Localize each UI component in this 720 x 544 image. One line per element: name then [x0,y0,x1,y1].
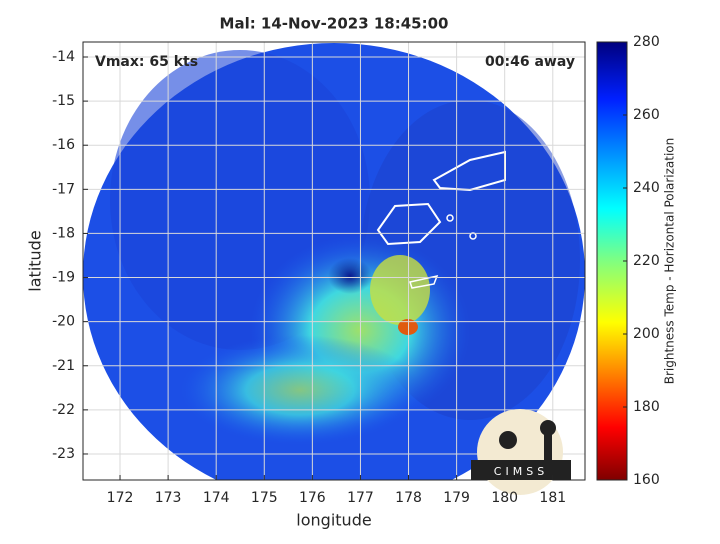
colorbar-label: Brightness Temp - Horizontal Polarizatio… [663,138,677,385]
y-tick-label: -18 [52,225,75,241]
colorbar-tick-label: 240 [633,180,660,196]
x-tick-label: 181 [539,490,566,506]
x-tick-label: 176 [299,490,326,506]
plot-frame [82,41,586,481]
x-tick-label: 178 [395,490,422,506]
y-tick-label: -23 [52,446,75,462]
x-tick-label: 180 [491,490,518,506]
x-tick-label: 173 [155,490,182,506]
colorbar-tick-label: 160 [633,472,660,488]
x-axis-label: longitude [296,511,371,530]
colorbar-tick-label: 180 [633,399,660,415]
colorbar-tick-label: 220 [633,253,660,269]
logo-text: CIMSS [494,465,548,478]
colorbar [596,41,628,481]
colorbar-tick-label: 280 [633,34,660,50]
x-tick-label: 177 [347,490,374,506]
y-tick-label: -21 [52,358,75,374]
x-tick-label: 179 [443,490,470,506]
chart-title: Mal: 14-Nov-2023 18:45:00 [220,15,449,33]
x-tick-label: 172 [107,490,134,506]
colorbar-tick-label: 200 [633,326,660,342]
annotation: 00:46 away [485,54,575,70]
y-tick-label: -19 [52,270,75,286]
logo: CIMSS [471,409,571,495]
annotation: Vmax: 65 kts [95,54,198,70]
y-tick-label: -17 [52,181,75,197]
y-tick-label: -15 [52,93,75,109]
y-axis-label: latitude [26,230,45,291]
y-tick-label: -22 [52,402,75,418]
y-tick-label: -14 [52,49,75,65]
colorbar-tick-label: 260 [633,107,660,123]
y-tick-label: -20 [52,314,75,330]
x-tick-label: 174 [203,490,230,506]
x-tick-label: 175 [251,490,278,506]
y-tick-label: -16 [52,137,75,153]
